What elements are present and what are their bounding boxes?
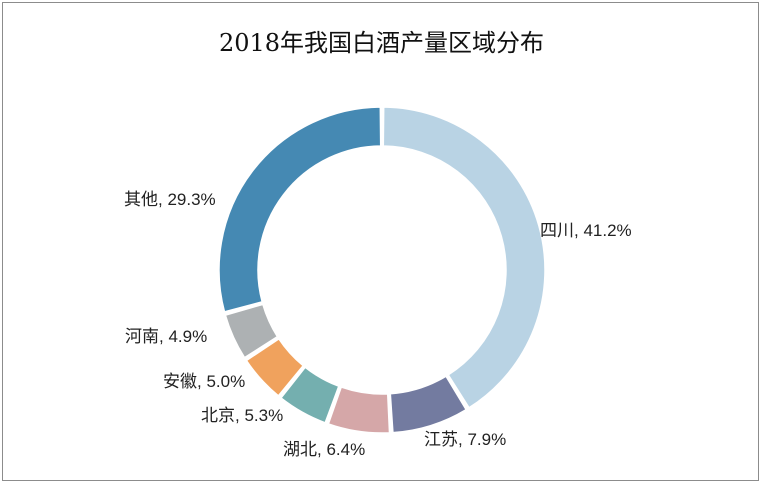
- donut-slice-北京: [279, 366, 340, 424]
- data-label-安徽: 安徽, 5.0%: [163, 372, 245, 391]
- chart-title: 2018年我国白酒产量区域分布: [218, 29, 545, 57]
- donut-slice-河南: [224, 303, 279, 359]
- data-label-四川: 四川, 41.2%: [540, 221, 632, 240]
- data-label-北京: 北京, 5.3%: [201, 406, 283, 425]
- donut-slice-其他: [218, 106, 382, 313]
- donut-slice-四川: [382, 106, 546, 409]
- donut-slice-湖北: [327, 386, 391, 434]
- donut-slice-安徽: [245, 337, 305, 397]
- data-label-湖北: 湖北, 6.4%: [283, 440, 365, 459]
- data-label-江苏: 江苏, 7.9%: [424, 430, 506, 449]
- data-label-其他: 其他, 29.3%: [124, 190, 216, 209]
- data-label-河南: 河南, 4.9%: [125, 327, 207, 346]
- donut-slice-江苏: [389, 375, 468, 434]
